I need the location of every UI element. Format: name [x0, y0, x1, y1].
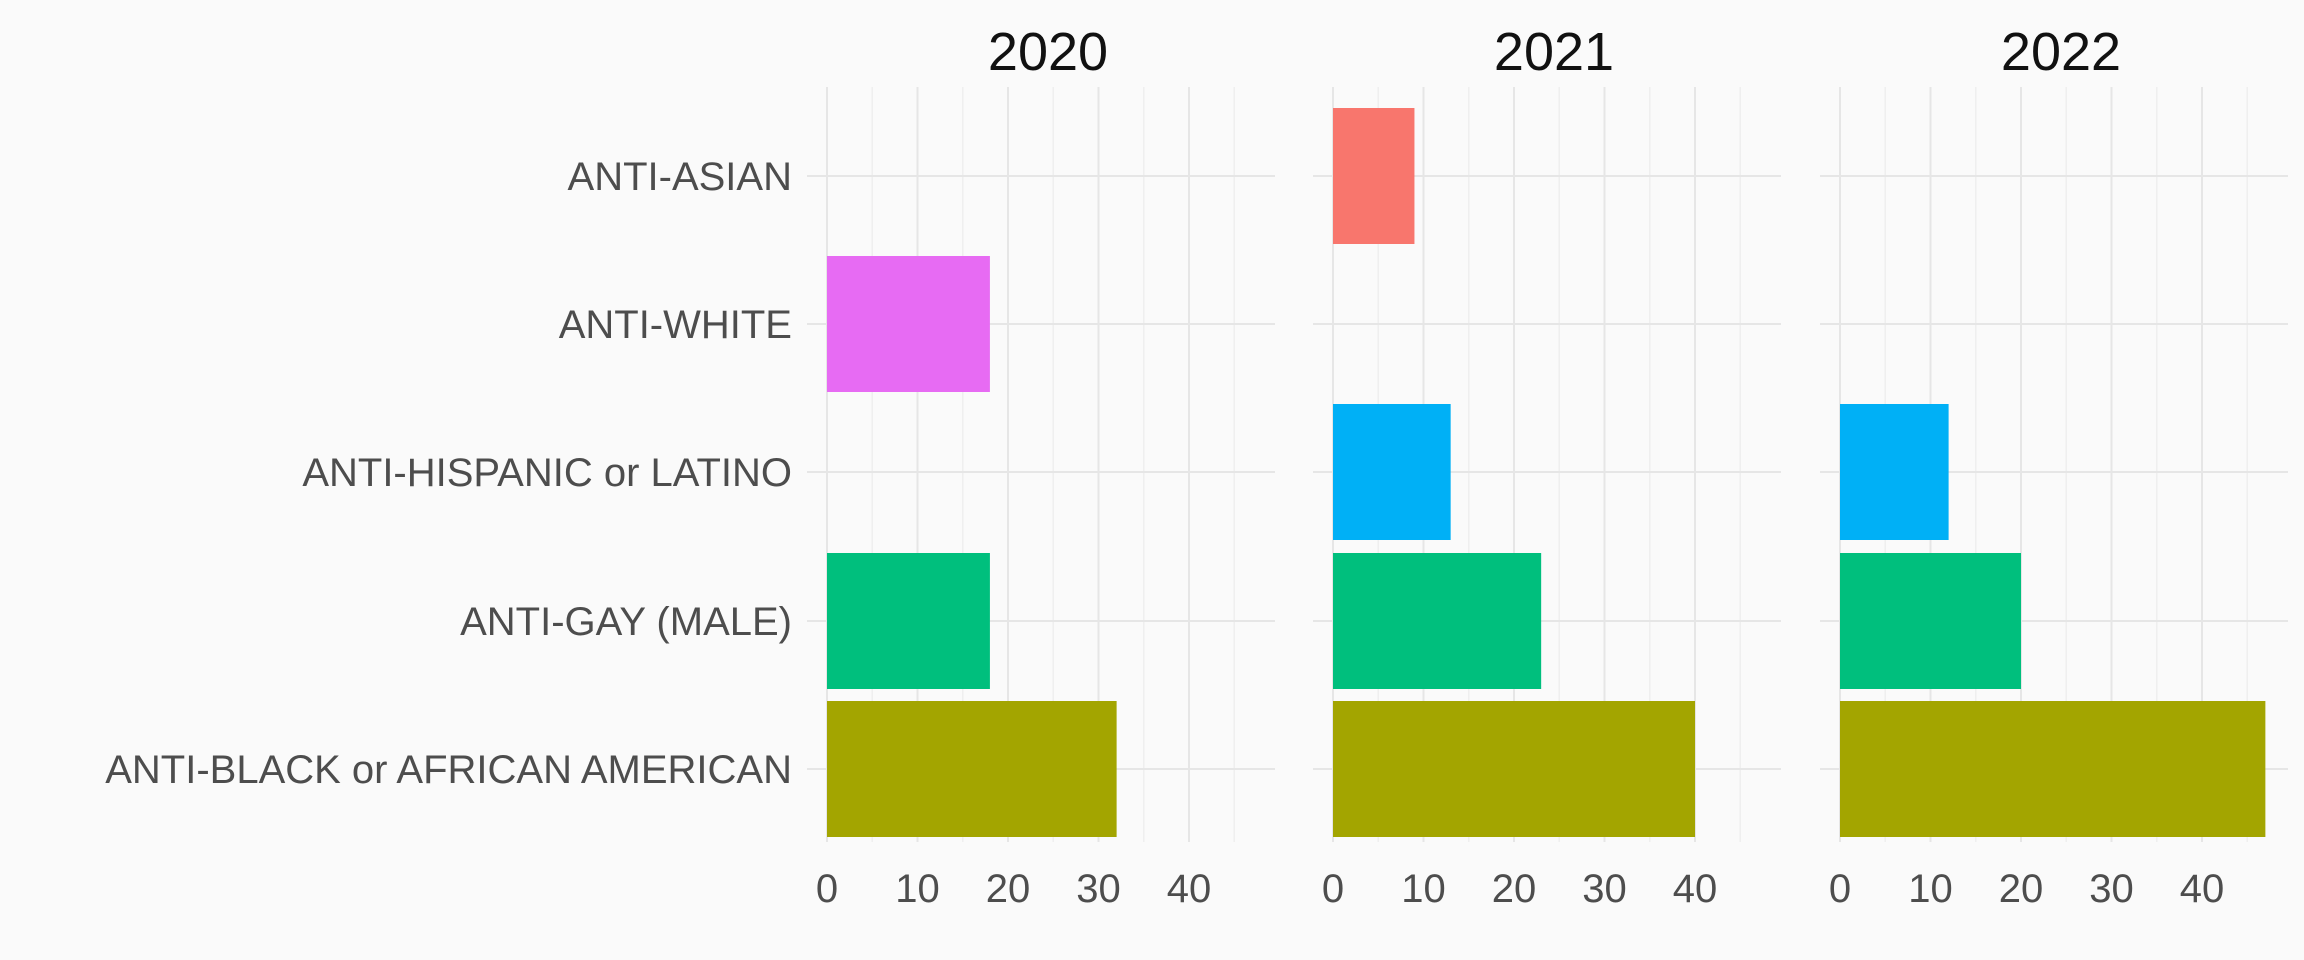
facet-panel-2020: 2020 0 10 20 30 40 — [807, 22, 1275, 911]
facet-panel-2021: 2021 0 10 20 30 40 — [1313, 22, 1781, 911]
x-tick-label: 20 — [986, 867, 1031, 911]
facet-panels: 2020 0 10 20 30 40 2021 0 10 20 30 40 2022 0 10 20 30 40 — [807, 22, 2288, 911]
bar — [1840, 553, 2022, 689]
facet-title: 2021 — [1494, 22, 1614, 82]
y-axis-label: ANTI-HISPANIC or LATINO — [302, 451, 792, 495]
x-tick-label: 40 — [2180, 867, 2225, 911]
y-axis-label: ANTI-WHITE — [559, 303, 792, 347]
x-tick-label: 20 — [1492, 867, 1537, 911]
x-tick-label: 30 — [1582, 867, 1627, 911]
y-axis-label: ANTI-BLACK or AFRICAN AMERICAN — [105, 748, 792, 792]
bar — [1333, 108, 1415, 244]
x-tick-label: 0 — [816, 867, 838, 911]
x-tick-label: 40 — [1673, 867, 1718, 911]
x-tick-label: 10 — [1401, 867, 1446, 911]
y-axis-label: ANTI-ASIAN — [568, 155, 792, 199]
y-axis-labels: ANTI-ASIAN ANTI-WHITE ANTI-HISPANIC or LAT… — [105, 155, 792, 792]
x-tick-label: 20 — [1999, 867, 2044, 911]
bar — [827, 553, 990, 689]
bar — [1840, 404, 1949, 540]
y-axis-label: ANTI-GAY (MALE) — [460, 600, 792, 644]
bar — [1333, 701, 1696, 837]
bar — [1840, 701, 2266, 837]
x-tick-label: 40 — [1167, 867, 1212, 911]
facet-title: 2022 — [2001, 22, 2121, 82]
bar — [827, 256, 990, 392]
bar — [827, 701, 1117, 837]
bar — [1333, 404, 1451, 540]
facet-title: 2020 — [988, 22, 1108, 82]
x-tick-label: 0 — [1829, 867, 1851, 911]
x-tick-label: 10 — [1908, 867, 1953, 911]
x-tick-label: 10 — [895, 867, 940, 911]
facet-panel-2022: 2022 0 10 20 30 40 — [1820, 22, 2288, 911]
x-tick-label: 30 — [2089, 867, 2134, 911]
bar — [1333, 553, 1542, 689]
x-tick-label: 30 — [1076, 867, 1121, 911]
x-tick-label: 0 — [1322, 867, 1344, 911]
